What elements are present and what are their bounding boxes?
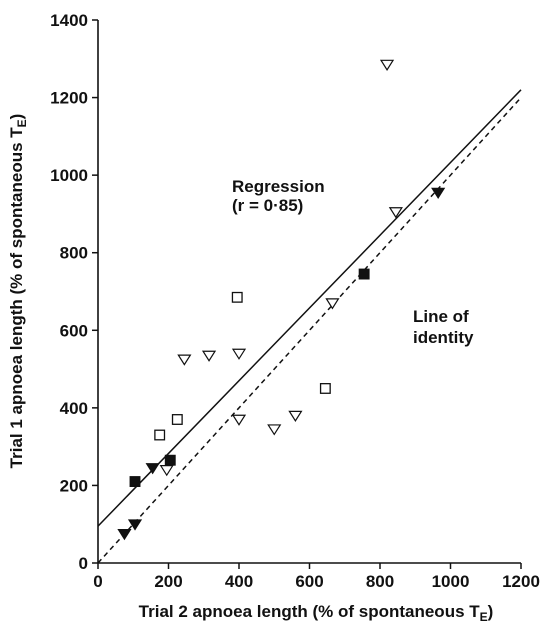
filled-triangle-down-point bbox=[431, 187, 446, 199]
x-axis-label: Trial 2 apnoea length (% of spontaneous … bbox=[139, 602, 494, 623]
open-square-point bbox=[231, 291, 243, 303]
y-ticks: 0 200 400 600 800 1000 1200 1400 bbox=[50, 11, 98, 573]
open-square-point bbox=[154, 429, 166, 441]
y-tick-label: 1400 bbox=[50, 11, 88, 30]
open-triangle-down-point bbox=[388, 207, 403, 219]
filled-square-point bbox=[358, 268, 370, 280]
y-tick-label: 0 bbox=[79, 554, 88, 573]
x-tick-label: 800 bbox=[366, 572, 394, 591]
y-tick-label: 200 bbox=[60, 476, 88, 495]
filled-square-point bbox=[129, 476, 141, 488]
x-tick-label: 200 bbox=[154, 572, 182, 591]
identity-label-2: identity bbox=[413, 328, 474, 347]
filled-triangle-down-point bbox=[145, 463, 160, 475]
open-triangle-down-point bbox=[231, 414, 247, 426]
x-tick-label: 600 bbox=[295, 572, 323, 591]
filled-triangle-down-point bbox=[127, 519, 143, 531]
y-tick-label: 600 bbox=[60, 321, 88, 340]
regression-label: Regression bbox=[232, 177, 325, 196]
y-tick-label: 1200 bbox=[50, 89, 88, 108]
open-triangle-down-point bbox=[379, 59, 395, 71]
y-tick-label: 400 bbox=[60, 399, 88, 418]
open-square-point bbox=[319, 383, 331, 394]
x-tick-label: 400 bbox=[225, 572, 253, 591]
open-square-point bbox=[171, 414, 183, 425]
filled-triangle-down-point bbox=[117, 529, 132, 541]
open-triangle-down-point bbox=[201, 350, 217, 362]
open-triangle-down-point bbox=[159, 465, 174, 477]
x-tick-label: 1200 bbox=[502, 572, 540, 591]
identity-line bbox=[97, 97, 522, 564]
y-axis-label: Trial 1 apnoea length (% of spontaneous … bbox=[7, 114, 29, 469]
x-ticks: 0 200 400 600 800 1000 1200 bbox=[93, 563, 540, 591]
open-triangle-down-point bbox=[231, 348, 247, 360]
filled-square-point bbox=[164, 454, 176, 466]
x-tick-label: 0 bbox=[93, 572, 102, 591]
open-triangle-down-point bbox=[288, 410, 303, 422]
data-points bbox=[117, 59, 446, 541]
open-triangle-down-point bbox=[177, 354, 192, 366]
x-tick-label: 1000 bbox=[432, 572, 470, 591]
open-triangle-down-point bbox=[325, 298, 340, 310]
identity-label: Line of bbox=[413, 307, 469, 326]
regression-r-label: (r = 0·85) bbox=[232, 196, 303, 215]
y-tick-label: 1000 bbox=[50, 166, 88, 185]
regression-line bbox=[97, 89, 522, 527]
open-triangle-down-point bbox=[267, 424, 282, 436]
y-tick-label: 800 bbox=[60, 244, 88, 263]
